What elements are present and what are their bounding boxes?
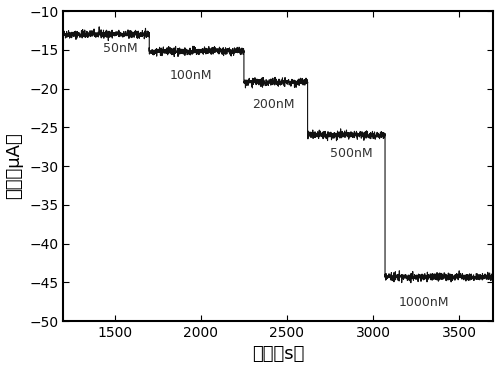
X-axis label: 时间（s）: 时间（s） <box>252 345 304 363</box>
Text: 200nM: 200nM <box>252 98 295 111</box>
Y-axis label: 电流（μA）: 电流（μA） <box>5 133 23 199</box>
Text: 100nM: 100nM <box>170 69 213 82</box>
Text: 1000nM: 1000nM <box>399 296 449 309</box>
Text: 50nM: 50nM <box>103 42 137 55</box>
Text: 500nM: 500nM <box>330 146 373 160</box>
